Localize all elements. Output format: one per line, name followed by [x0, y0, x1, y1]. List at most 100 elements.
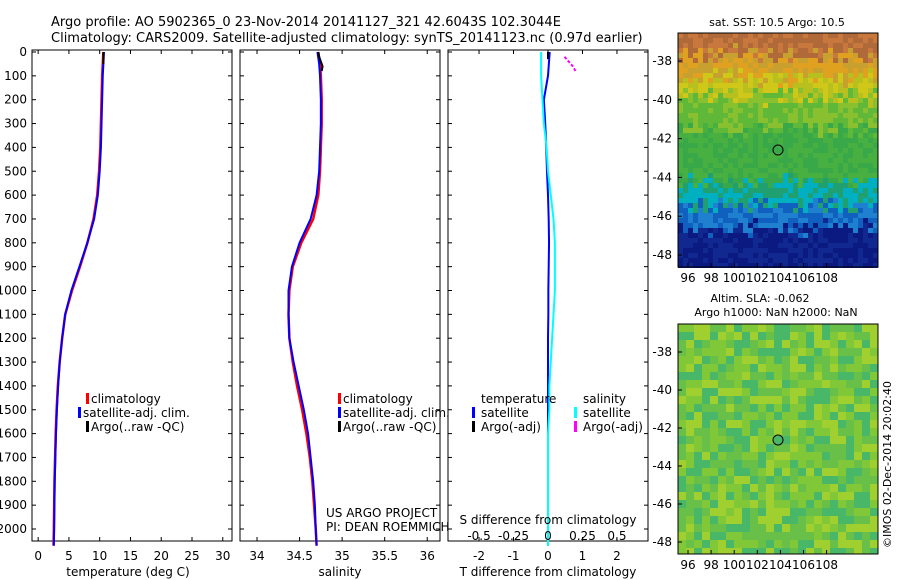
sst-cell — [728, 248, 733, 253]
sst-cell — [818, 128, 823, 133]
sst-cell — [818, 238, 823, 243]
sst-cell — [838, 193, 843, 198]
sst-cell — [788, 68, 793, 73]
sla-cell — [862, 524, 870, 532]
sst-cell — [808, 68, 813, 73]
sst-cell — [858, 33, 863, 38]
sst-cell — [728, 33, 733, 38]
sst-cell — [683, 148, 688, 153]
sst-cell — [703, 138, 708, 143]
sla-cell — [838, 324, 846, 332]
sst-cell — [768, 68, 773, 73]
sst-cell — [728, 198, 733, 203]
sst-cell — [753, 138, 758, 143]
sst-cell — [818, 183, 823, 188]
sst-cell — [683, 168, 688, 173]
sst-cell — [793, 58, 798, 63]
sst-cell — [708, 248, 713, 253]
sst-cell — [813, 33, 818, 38]
sla-cell — [742, 372, 750, 380]
sst-cell — [693, 128, 698, 133]
sla-cell — [678, 380, 686, 388]
sst-cell — [693, 233, 698, 238]
sla-cell — [838, 420, 846, 428]
sla-cell — [814, 372, 822, 380]
sst-cell — [763, 123, 768, 128]
sst-cell — [868, 93, 873, 98]
sst-cell — [708, 63, 713, 68]
sla-cell — [766, 348, 774, 356]
sst-cell — [683, 103, 688, 108]
sst-cell — [748, 263, 753, 268]
sla-cell — [686, 508, 694, 516]
sst-cell — [803, 103, 808, 108]
sst-cell — [713, 118, 718, 123]
sst-cell — [713, 98, 718, 103]
sla-cell — [758, 436, 766, 444]
sla-cell — [750, 324, 758, 332]
x-tick-label: 20 — [154, 549, 169, 563]
sla-cell — [774, 444, 782, 452]
sla-cell — [702, 532, 710, 540]
sst-cell — [713, 178, 718, 183]
sst-cell — [713, 43, 718, 48]
sla-cell — [862, 372, 870, 380]
sst-cell — [863, 253, 868, 258]
sst-cell — [788, 73, 793, 78]
sst-cell — [773, 93, 778, 98]
sst-cell — [728, 113, 733, 118]
sst-cell — [828, 163, 833, 168]
sla-cell — [702, 340, 710, 348]
sst-cell — [868, 128, 873, 133]
sla-cell — [718, 468, 726, 476]
sst-cell — [823, 43, 828, 48]
sst-cell — [763, 223, 768, 228]
sst-cell — [758, 203, 763, 208]
sst-cell — [838, 163, 843, 168]
sla-cell — [734, 524, 742, 532]
sst-cell — [843, 58, 848, 63]
sst-cell — [733, 33, 738, 38]
sst-cell — [778, 93, 783, 98]
sst-cell — [848, 48, 853, 53]
sst-cell — [863, 228, 868, 233]
sla-cell — [742, 412, 750, 420]
sst-cell — [738, 68, 743, 73]
sst-cell — [688, 133, 693, 138]
sst-cell — [843, 203, 848, 208]
sst-cell — [818, 133, 823, 138]
sst-cell — [708, 108, 713, 113]
sst-cell — [813, 58, 818, 63]
sst-cell — [803, 258, 808, 263]
sla-cell — [766, 540, 774, 548]
sla-cell — [726, 460, 734, 468]
sst-cell — [743, 73, 748, 78]
sla-cell — [790, 340, 798, 348]
sst-cell — [678, 243, 683, 248]
sla-cell — [678, 516, 686, 524]
sla-cell — [790, 396, 798, 404]
sla-cell — [814, 380, 822, 388]
sst-cell — [753, 73, 758, 78]
depth-tick-label: 1900 — [0, 498, 27, 512]
sst-cell — [688, 198, 693, 203]
sst-cell — [703, 63, 708, 68]
sla-cell — [814, 508, 822, 516]
sst-cell — [723, 88, 728, 93]
sla-cell — [710, 548, 718, 554]
sst-cell — [843, 258, 848, 263]
sst-cell — [828, 153, 833, 158]
sst-cell — [793, 198, 798, 203]
sst-cell — [723, 193, 728, 198]
sst-cell — [798, 63, 803, 68]
sst-cell — [798, 248, 803, 253]
sst-cell — [768, 133, 773, 138]
sst-cell — [678, 193, 683, 198]
sst-cell — [688, 148, 693, 153]
sst-cell — [843, 233, 848, 238]
sst-cell — [813, 218, 818, 223]
sst-cell — [718, 203, 723, 208]
sla-cell — [782, 372, 790, 380]
sla-cell — [678, 356, 686, 364]
sst-cell — [768, 193, 773, 198]
